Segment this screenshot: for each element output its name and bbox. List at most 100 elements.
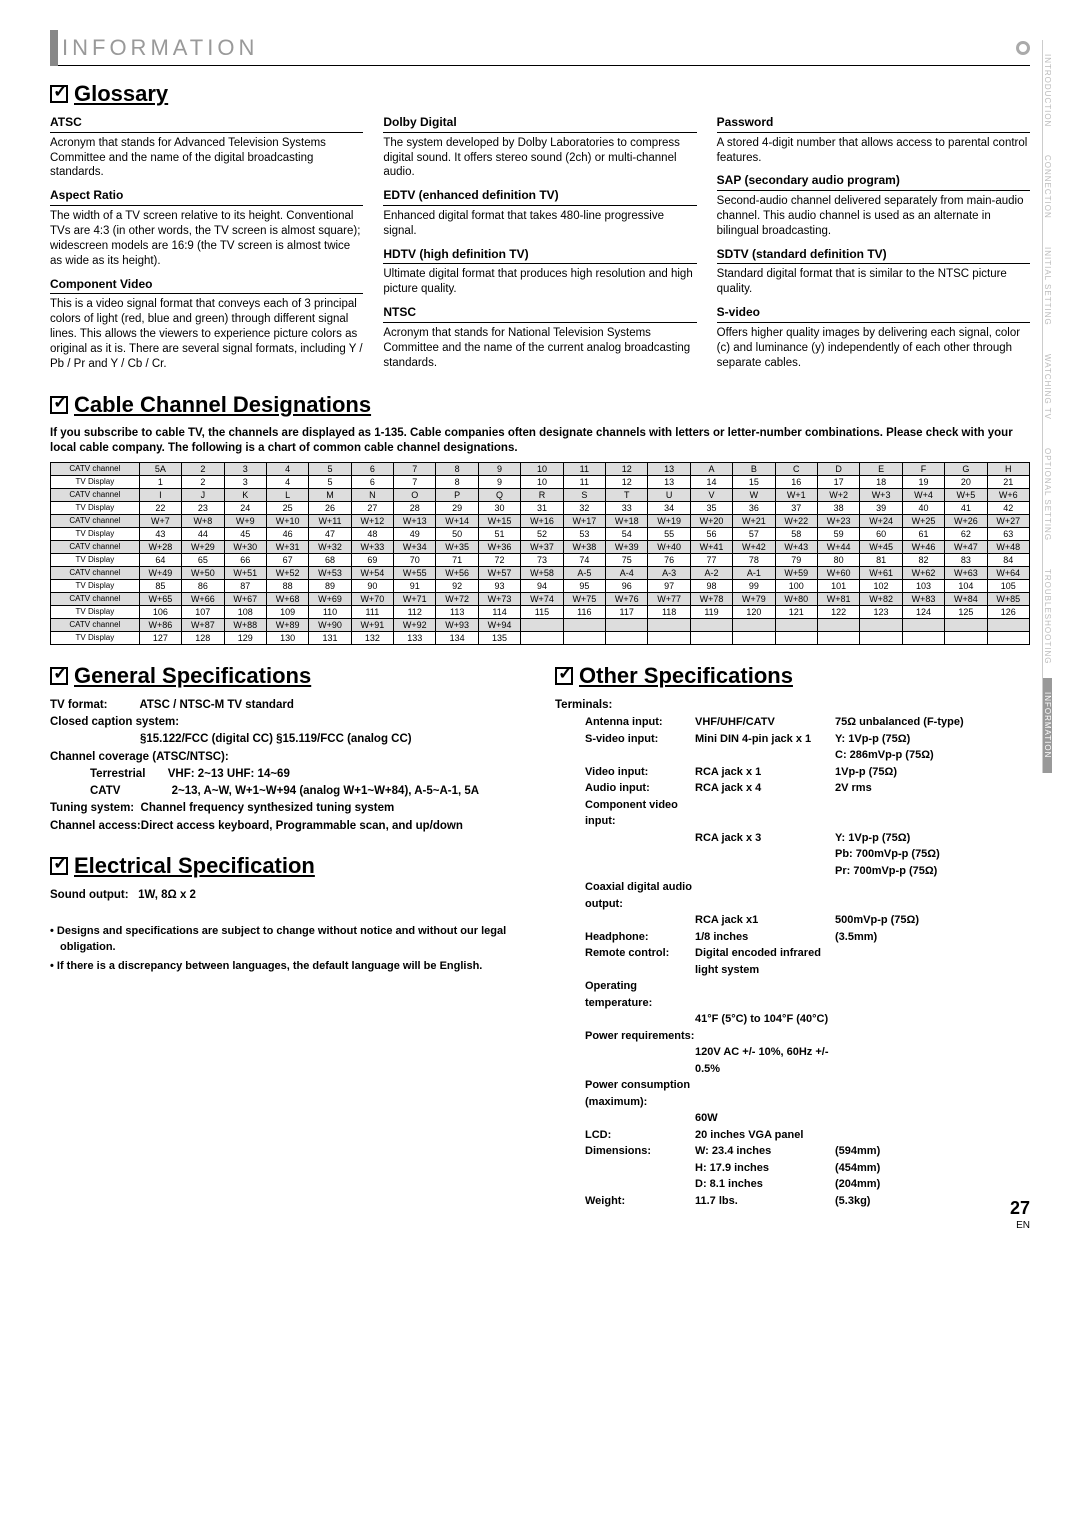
table-cell: W+18 xyxy=(606,514,648,527)
table-cell: W+6 xyxy=(987,488,1029,501)
table-row-label: CATV channel xyxy=(51,540,140,553)
table-cell: 22 xyxy=(139,501,181,514)
spec-cell: Coaxial digital audio output: xyxy=(585,879,695,912)
table-cell: 3 xyxy=(224,462,266,475)
table-cell: W+61 xyxy=(860,566,902,579)
table-cell: W+78 xyxy=(690,592,732,605)
spec-cell: Y: 1Vp-p (75Ω) xyxy=(835,830,1030,847)
side-tab[interactable]: INITIAL SETTING xyxy=(1042,233,1052,340)
glossary-term: SDTV (standard definition TV) xyxy=(717,247,1030,265)
checkbox-icon xyxy=(50,85,68,103)
glossary-def: Acronym that stands for National Televis… xyxy=(383,326,696,371)
table-cell: 71 xyxy=(436,553,478,566)
glossary-col-3: PasswordA stored 4-digit number that all… xyxy=(717,115,1030,372)
table-cell xyxy=(733,618,775,631)
table-row-label: CATV channel xyxy=(51,514,140,527)
table-cell: W xyxy=(733,488,775,501)
table-cell: 21 xyxy=(987,475,1029,488)
table-cell: 30 xyxy=(478,501,520,514)
side-tab[interactable]: INFORMATION xyxy=(1042,678,1052,772)
glossary-term: Aspect Ratio xyxy=(50,188,363,206)
table-cell: 2 xyxy=(182,475,224,488)
table-row-label: TV Display xyxy=(51,631,140,644)
page-lang: EN xyxy=(1016,1220,1030,1231)
spec-cell xyxy=(695,879,835,912)
side-tab[interactable]: OPTIONAL SETTING xyxy=(1042,434,1052,555)
side-tabs: INTRODUCTIONCONNECTIONINITIAL SETTINGWAT… xyxy=(1042,40,1072,773)
table-cell: 34 xyxy=(648,501,690,514)
table-cell: W+55 xyxy=(394,566,436,579)
spec-cell xyxy=(835,1011,1030,1028)
table-cell: 38 xyxy=(817,501,859,514)
cable-intro: If you subscribe to cable TV, the channe… xyxy=(50,426,1030,456)
table-cell: 61 xyxy=(902,527,944,540)
table-cell: 114 xyxy=(478,605,520,618)
spec-cell: Video input: xyxy=(585,764,695,781)
header-title: INFORMATION xyxy=(62,35,258,61)
page-number: 27 xyxy=(1010,1198,1030,1219)
table-cell: W+2 xyxy=(817,488,859,501)
table-row-label: CATV channel xyxy=(51,592,140,605)
table-cell: W+14 xyxy=(436,514,478,527)
table-cell: 92 xyxy=(436,579,478,592)
table-cell: 126 xyxy=(987,605,1029,618)
glossary-term: Password xyxy=(717,115,1030,133)
table-cell: W+42 xyxy=(733,540,775,553)
table-cell: 90 xyxy=(351,579,393,592)
table-cell: 48 xyxy=(351,527,393,540)
table-cell: 7 xyxy=(394,462,436,475)
table-cell xyxy=(648,618,690,631)
table-cell: W+92 xyxy=(394,618,436,631)
spec-cell: Dimensions: xyxy=(585,1143,695,1160)
glossary-def: The system developed by Dolby Laboratori… xyxy=(383,136,696,181)
table-cell: 18 xyxy=(860,475,902,488)
table-cell: 118 xyxy=(648,605,690,618)
table-cell: 91 xyxy=(394,579,436,592)
table-cell: 87 xyxy=(224,579,266,592)
electrical-heading: Electrical Specification xyxy=(50,853,525,879)
spec-cell: Power requirements: xyxy=(585,1028,695,1045)
table-cell: 108 xyxy=(224,605,266,618)
table-cell: A-2 xyxy=(690,566,732,579)
table-cell xyxy=(690,618,732,631)
spec-cell: Antenna input: xyxy=(585,714,695,731)
table-row-label: CATV channel xyxy=(51,618,140,631)
checkbox-icon xyxy=(50,396,68,414)
table-cell xyxy=(987,631,1029,644)
table-cell: 131 xyxy=(309,631,351,644)
note-2: • If there is a discrepancy between lang… xyxy=(50,959,525,974)
table-cell: 105 xyxy=(987,579,1029,592)
glossary-term: EDTV (enhanced definition TV) xyxy=(383,188,696,206)
side-tab[interactable]: TROUBLESHOOTING xyxy=(1042,555,1052,678)
glossary-def: The width of a TV screen relative to its… xyxy=(50,209,363,269)
table-cell: M xyxy=(309,488,351,501)
table-cell: W+22 xyxy=(775,514,817,527)
spec-cell: W: 23.4 inches xyxy=(695,1143,835,1160)
table-cell: 122 xyxy=(817,605,859,618)
table-cell: 19 xyxy=(902,475,944,488)
table-cell: 12 xyxy=(606,475,648,488)
glossary-title: Glossary xyxy=(74,81,168,106)
glossary-term: Component Video xyxy=(50,277,363,295)
table-cell: W+25 xyxy=(902,514,944,527)
table-cell: 82 xyxy=(902,553,944,566)
table-cell: O xyxy=(394,488,436,501)
table-cell: 68 xyxy=(309,553,351,566)
table-cell: 120 xyxy=(733,605,775,618)
spec-cell xyxy=(695,1028,835,1045)
table-cell: W+41 xyxy=(690,540,732,553)
spec-cell xyxy=(835,945,1030,978)
electrical-title: Electrical Specification xyxy=(74,853,315,878)
specs-left: General Specifications TV format: ATSC /… xyxy=(50,663,525,1209)
table-cell: 125 xyxy=(945,605,987,618)
spec-cell: Operating temperature: xyxy=(585,978,695,1011)
table-cell xyxy=(521,631,563,644)
table-cell: 3 xyxy=(224,475,266,488)
table-cell: 24 xyxy=(224,501,266,514)
side-tab[interactable]: INTRODUCTION xyxy=(1042,40,1052,141)
table-cell: A-1 xyxy=(733,566,775,579)
side-tab[interactable]: WATCHING TV xyxy=(1042,340,1052,434)
side-tab[interactable]: CONNECTION xyxy=(1042,141,1052,233)
spec-cell: Power consumption (maximum): xyxy=(585,1077,695,1110)
spec-cell xyxy=(695,846,835,863)
